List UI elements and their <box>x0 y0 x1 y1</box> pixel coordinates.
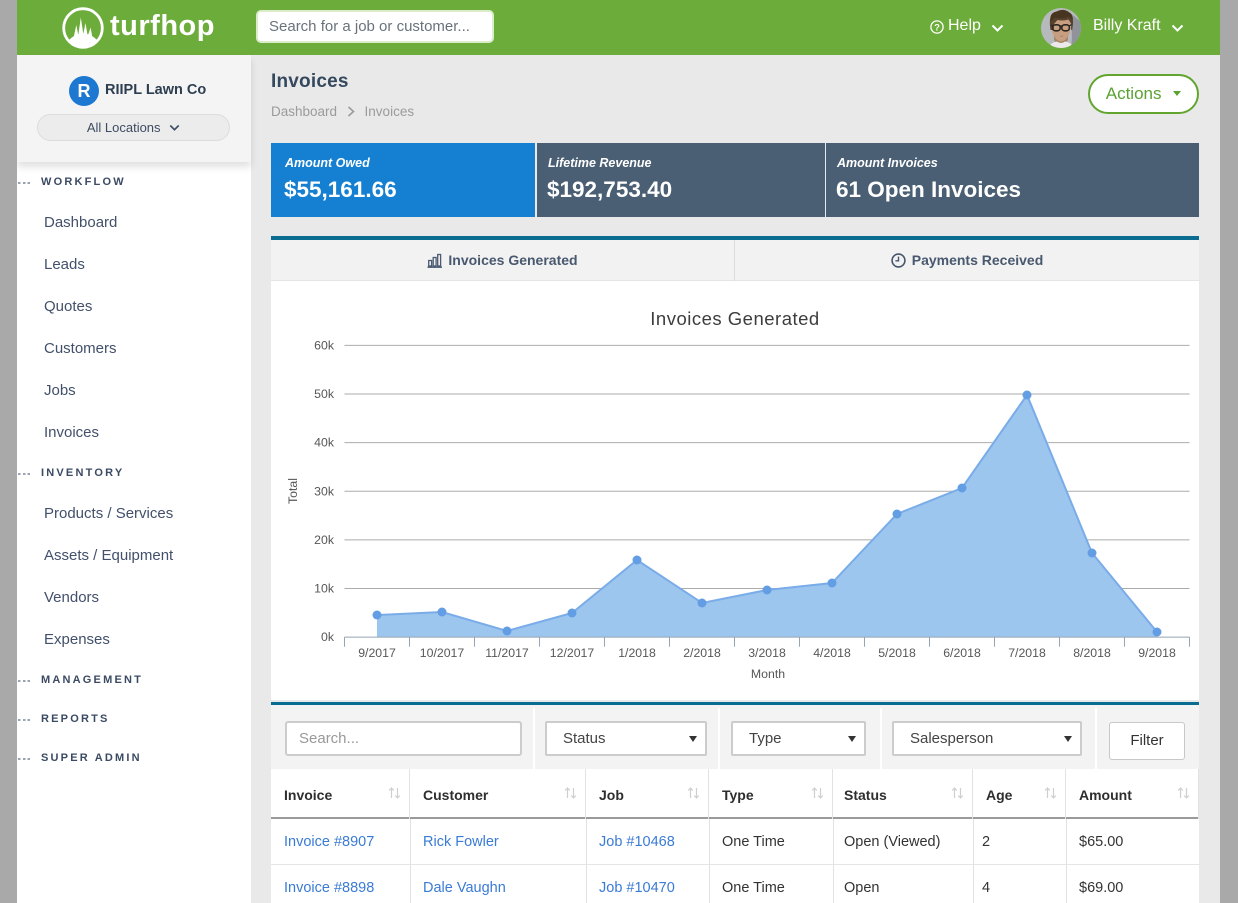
svg-text:10k: 10k <box>314 582 335 596</box>
svg-text:3/2018: 3/2018 <box>748 646 786 660</box>
svg-text:1/2018: 1/2018 <box>618 646 656 660</box>
svg-text:60k: 60k <box>314 338 335 352</box>
svg-text:9/2018: 9/2018 <box>1138 646 1176 660</box>
svg-text:5/2018: 5/2018 <box>878 646 916 660</box>
svg-text:10/2017: 10/2017 <box>420 646 465 660</box>
svg-text:9/2017: 9/2017 <box>358 646 396 660</box>
svg-text:0k: 0k <box>321 630 335 644</box>
svg-text:2/2018: 2/2018 <box>683 646 721 660</box>
svg-text:6/2018: 6/2018 <box>943 646 981 660</box>
svg-text:30k: 30k <box>314 484 335 498</box>
svg-text:4/2018: 4/2018 <box>813 646 851 660</box>
svg-text:11/2017: 11/2017 <box>485 646 529 660</box>
svg-text:Month: Month <box>751 667 785 681</box>
svg-text:Invoices Generated: Invoices Generated <box>650 308 819 329</box>
svg-text:?: ? <box>934 23 940 34</box>
svg-text:12/2017: 12/2017 <box>550 646 595 660</box>
svg-text:Total: Total <box>286 478 300 504</box>
svg-text:40k: 40k <box>314 436 335 450</box>
svg-text:20k: 20k <box>314 533 335 547</box>
svg-text:8/2018: 8/2018 <box>1073 646 1111 660</box>
svg-text:50k: 50k <box>314 387 335 401</box>
svg-text:7/2018: 7/2018 <box>1008 646 1046 660</box>
